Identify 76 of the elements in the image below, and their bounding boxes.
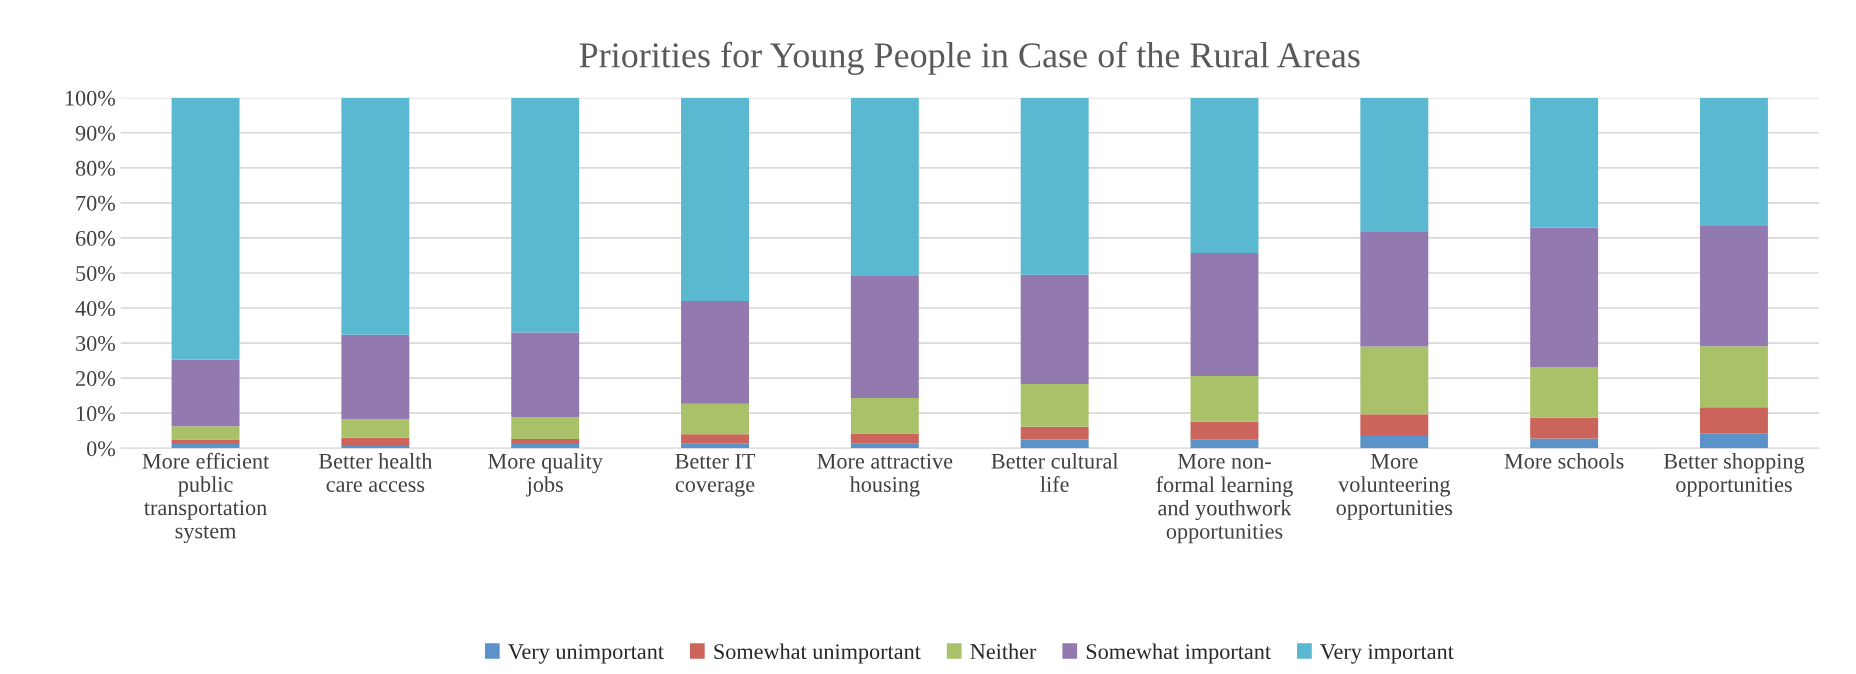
y-tick-label: 100% [65,90,116,106]
legend-label: Somewhat unimportant [714,643,921,664]
bar [681,434,749,444]
bar [341,437,410,447]
bar [850,398,919,434]
bar [341,446,410,449]
bar [171,444,240,449]
y-tick-label: 50% [76,265,116,281]
bar [171,359,240,427]
bar [850,276,919,399]
bar [341,419,410,438]
bar [1700,346,1768,408]
x-tick-label: More attractive housing [817,453,953,497]
bar [681,97,749,302]
y-tick-label: 60% [76,230,116,246]
bar [1020,97,1089,275]
bar [1360,414,1429,436]
bar [171,97,240,360]
bar [1530,97,1599,228]
bar [341,334,410,420]
y-tick-label: 40% [75,300,116,317]
y-tick-label: 80% [75,160,116,176]
bar [1530,227,1599,367]
bar [171,426,240,440]
y-tick-label: 20% [76,371,116,387]
bar [1020,384,1089,427]
bar [681,301,749,404]
legend-label: Very unimportant [508,644,664,664]
x-tick-label: More non- formal learning and youthwork opportunities [1156,453,1293,544]
bar [850,433,919,444]
bar [1530,417,1599,439]
bar [1190,439,1259,449]
bar [1360,231,1429,347]
chart-title: Priorities for Young People in Case of the Rural Areas [579,41,1360,75]
bar [1700,407,1768,434]
bar [850,97,919,277]
x-tick-label: More efficient public transportation system [142,452,270,543]
x-tick-label: Better cultural life [991,453,1119,492]
bar [681,403,749,435]
bar [511,332,580,418]
bar [1190,252,1259,377]
bar [171,439,240,444]
bar [1700,433,1768,449]
bar [511,97,580,333]
y-tick-label: 0% [87,441,116,457]
bar [1020,426,1089,440]
x-tick-label: Better health care access [318,453,433,492]
bar [511,444,580,449]
bar [1700,97,1768,227]
bar [511,417,580,440]
x-tick-label: More schools [1504,453,1624,469]
y-tick-label: 90% [75,125,116,141]
bar [341,97,410,335]
bar [1020,274,1089,385]
bar [1530,438,1599,449]
bar [1190,421,1259,440]
legend-label: Somewhat important [1086,643,1271,664]
legend-label: Very important [1320,644,1454,664]
bar [1360,97,1429,232]
bar [1700,226,1768,347]
bar [1020,439,1089,449]
y-tick-label: 10% [77,406,116,422]
x-tick-label: More quality jobs [488,453,603,497]
y-tick-label: 70% [76,195,116,211]
legend-label: Neither [970,643,1037,660]
bar [1360,435,1429,449]
x-tick-label: Better IT coverage [675,453,756,497]
x-tick-label: Better shopping opportunities [1663,453,1805,497]
x-tick-label: More volunteering opportunities [1336,453,1453,520]
bar [1530,366,1599,418]
bar [1360,346,1429,415]
bar [1190,97,1259,253]
bar [1190,376,1259,422]
bar [681,443,749,449]
bar [511,439,580,444]
y-tick-label: 30% [76,336,116,352]
